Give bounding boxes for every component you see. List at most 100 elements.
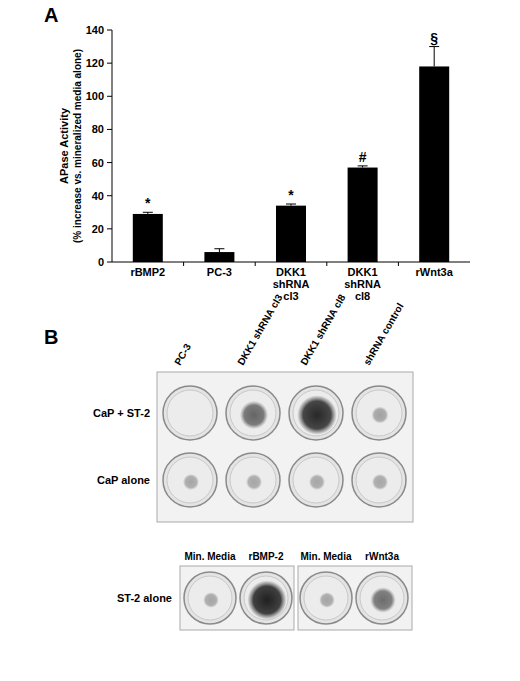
x-tick-label-line: rBMP2 [130, 266, 165, 278]
error-cap [143, 212, 153, 213]
column-label: Min. Media [300, 551, 352, 562]
well-floor [188, 576, 232, 620]
well-rim [352, 386, 406, 440]
error-bar [286, 204, 296, 206]
y-tick-label: 80 [92, 123, 104, 135]
x-tick-label: DKK1shRNAcl8 [344, 266, 381, 302]
stain [183, 474, 199, 490]
y-axis [112, 30, 113, 262]
x-tick [255, 262, 256, 266]
error-cap [286, 204, 296, 205]
plate [157, 372, 413, 522]
x-tick-label: rBMP2 [130, 266, 165, 278]
error-bar [143, 212, 153, 214]
significance-mark: § [430, 30, 438, 46]
y-tick [107, 228, 112, 229]
y-tick [107, 96, 112, 97]
error-bar [214, 249, 224, 252]
y-tick-label: 140 [86, 24, 104, 36]
column-label: rWnt3a [365, 551, 399, 562]
y-tick [107, 129, 112, 130]
bar [204, 252, 234, 262]
well-rim [352, 453, 406, 507]
x-tick-label: rWnt3a [416, 266, 454, 278]
significance-mark: # [359, 149, 367, 165]
bar [133, 214, 163, 262]
y-tick [107, 63, 112, 64]
x-tick-label-line: cl8 [355, 290, 370, 302]
well-floor [167, 457, 213, 503]
well [352, 453, 406, 507]
significance-mark: * [145, 195, 151, 211]
well-floor [360, 576, 404, 620]
x-tick-label-line: cl3 [283, 290, 298, 302]
stain [247, 580, 286, 619]
x-tick-label-line: rWnt3a [416, 266, 454, 278]
y-tick [107, 30, 112, 31]
x-tick [183, 262, 184, 266]
well-rim [289, 386, 343, 440]
well-rim [300, 572, 352, 624]
stain [371, 406, 388, 423]
well-rim [289, 453, 343, 507]
well [356, 572, 408, 624]
well-rim [240, 572, 292, 624]
x-tick [326, 262, 327, 266]
y-tick-label: 0 [98, 256, 104, 268]
well-floor [356, 390, 402, 436]
x-tick [398, 262, 399, 266]
bar [419, 66, 449, 262]
well [289, 453, 343, 507]
well [184, 572, 236, 624]
well [226, 386, 280, 440]
well-rim [226, 453, 280, 507]
well-floor [293, 390, 339, 436]
bar [348, 168, 378, 262]
error-bar [358, 166, 368, 168]
stain [240, 401, 268, 429]
row-label: CaP alone [97, 474, 150, 486]
significance-mark: * [288, 187, 294, 203]
well-rim [184, 572, 236, 624]
y-tick-label: 40 [92, 190, 104, 202]
well-floor [230, 390, 276, 436]
well-rim [163, 386, 217, 440]
well [163, 453, 217, 507]
well-rim [163, 453, 217, 507]
column-label: PC-3 [172, 341, 193, 367]
error-cap [429, 46, 439, 47]
well [163, 386, 217, 440]
well-floor [304, 576, 348, 620]
y-tick [107, 195, 112, 196]
stain [203, 592, 219, 608]
column-label: rBMP-2 [248, 551, 283, 562]
row-label: ST-2 alone [117, 592, 172, 604]
x-tick-label-line: shRNA [344, 278, 381, 290]
well-rim [356, 572, 408, 624]
well-floor [244, 576, 288, 620]
stain [370, 587, 396, 613]
error-line [434, 47, 435, 67]
bar [276, 206, 306, 262]
y-tick [107, 262, 112, 263]
plate [298, 566, 412, 630]
y-tick-label: 120 [86, 57, 104, 69]
y-axis-title-line: APase Activity [58, 107, 70, 184]
y-tick-label: 20 [92, 223, 104, 235]
panel-letter: A [44, 4, 58, 26]
stain [309, 474, 325, 490]
error-bar [429, 47, 439, 67]
figure: AB020406080100120140APase Activity(% inc… [0, 0, 520, 681]
y-axis-title: APase Activity(% increase vs. mineralize… [58, 49, 83, 243]
y-axis-title-line: (% increase vs. mineralized media alone) [72, 49, 83, 243]
y-tick-label: 60 [92, 157, 104, 169]
y-tick [107, 162, 112, 163]
column-label: DKK1 shRNA cl3 [235, 292, 285, 367]
well-floor [293, 457, 339, 503]
column-label: Min. Media [184, 551, 236, 562]
x-tick-label: PC-3 [207, 266, 232, 278]
error-cap [214, 248, 224, 249]
plate [180, 566, 294, 630]
bars [133, 47, 449, 262]
stain [319, 592, 335, 608]
